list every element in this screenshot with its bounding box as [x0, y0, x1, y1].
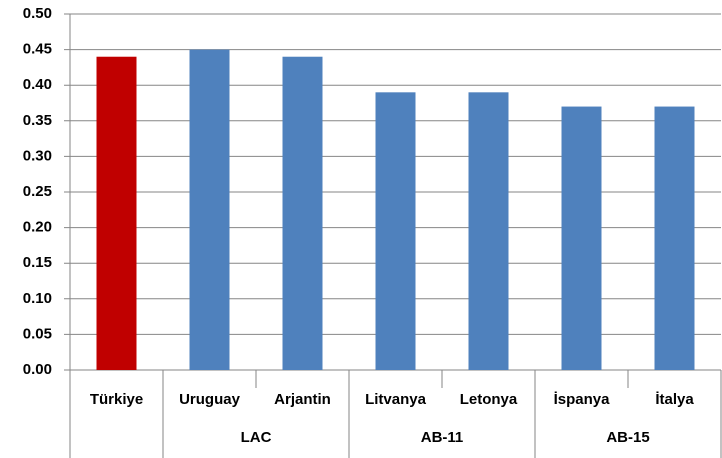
y-tick-label: 0.15 — [23, 254, 52, 271]
bar — [468, 92, 509, 370]
y-tick-label: 0.20 — [23, 219, 52, 236]
y-tick-label: 0.05 — [23, 325, 52, 342]
group-label: AB-11 — [421, 429, 464, 446]
bar — [96, 56, 137, 370]
y-tick-label: 0.00 — [23, 361, 52, 378]
y-tick-label: 0.35 — [23, 112, 52, 129]
y-tick-label: 0.40 — [23, 76, 52, 93]
x-tick-label: Arjantin — [274, 391, 331, 408]
y-tick-label: 0.45 — [23, 41, 52, 58]
group-label: LAC — [241, 429, 272, 446]
x-tick-label: İtalya — [655, 391, 694, 408]
x-tick-label: Letonya — [460, 391, 518, 408]
bar — [561, 106, 602, 370]
y-tick-label: 0.30 — [23, 147, 52, 164]
bar — [282, 56, 323, 370]
group-label: AB-15 — [606, 429, 649, 446]
y-tick-label: 0.50 — [23, 5, 52, 22]
bar — [654, 106, 695, 370]
x-tick-label: Uruguay — [179, 391, 241, 408]
x-tick-label: Türkiye — [90, 391, 143, 408]
y-tick-label: 0.25 — [23, 183, 52, 200]
bar — [189, 49, 230, 370]
x-tick-label: Litvanya — [365, 391, 427, 408]
bar — [375, 92, 416, 370]
x-tick-label: İspanya — [554, 391, 611, 408]
y-tick-label: 0.10 — [23, 290, 52, 307]
